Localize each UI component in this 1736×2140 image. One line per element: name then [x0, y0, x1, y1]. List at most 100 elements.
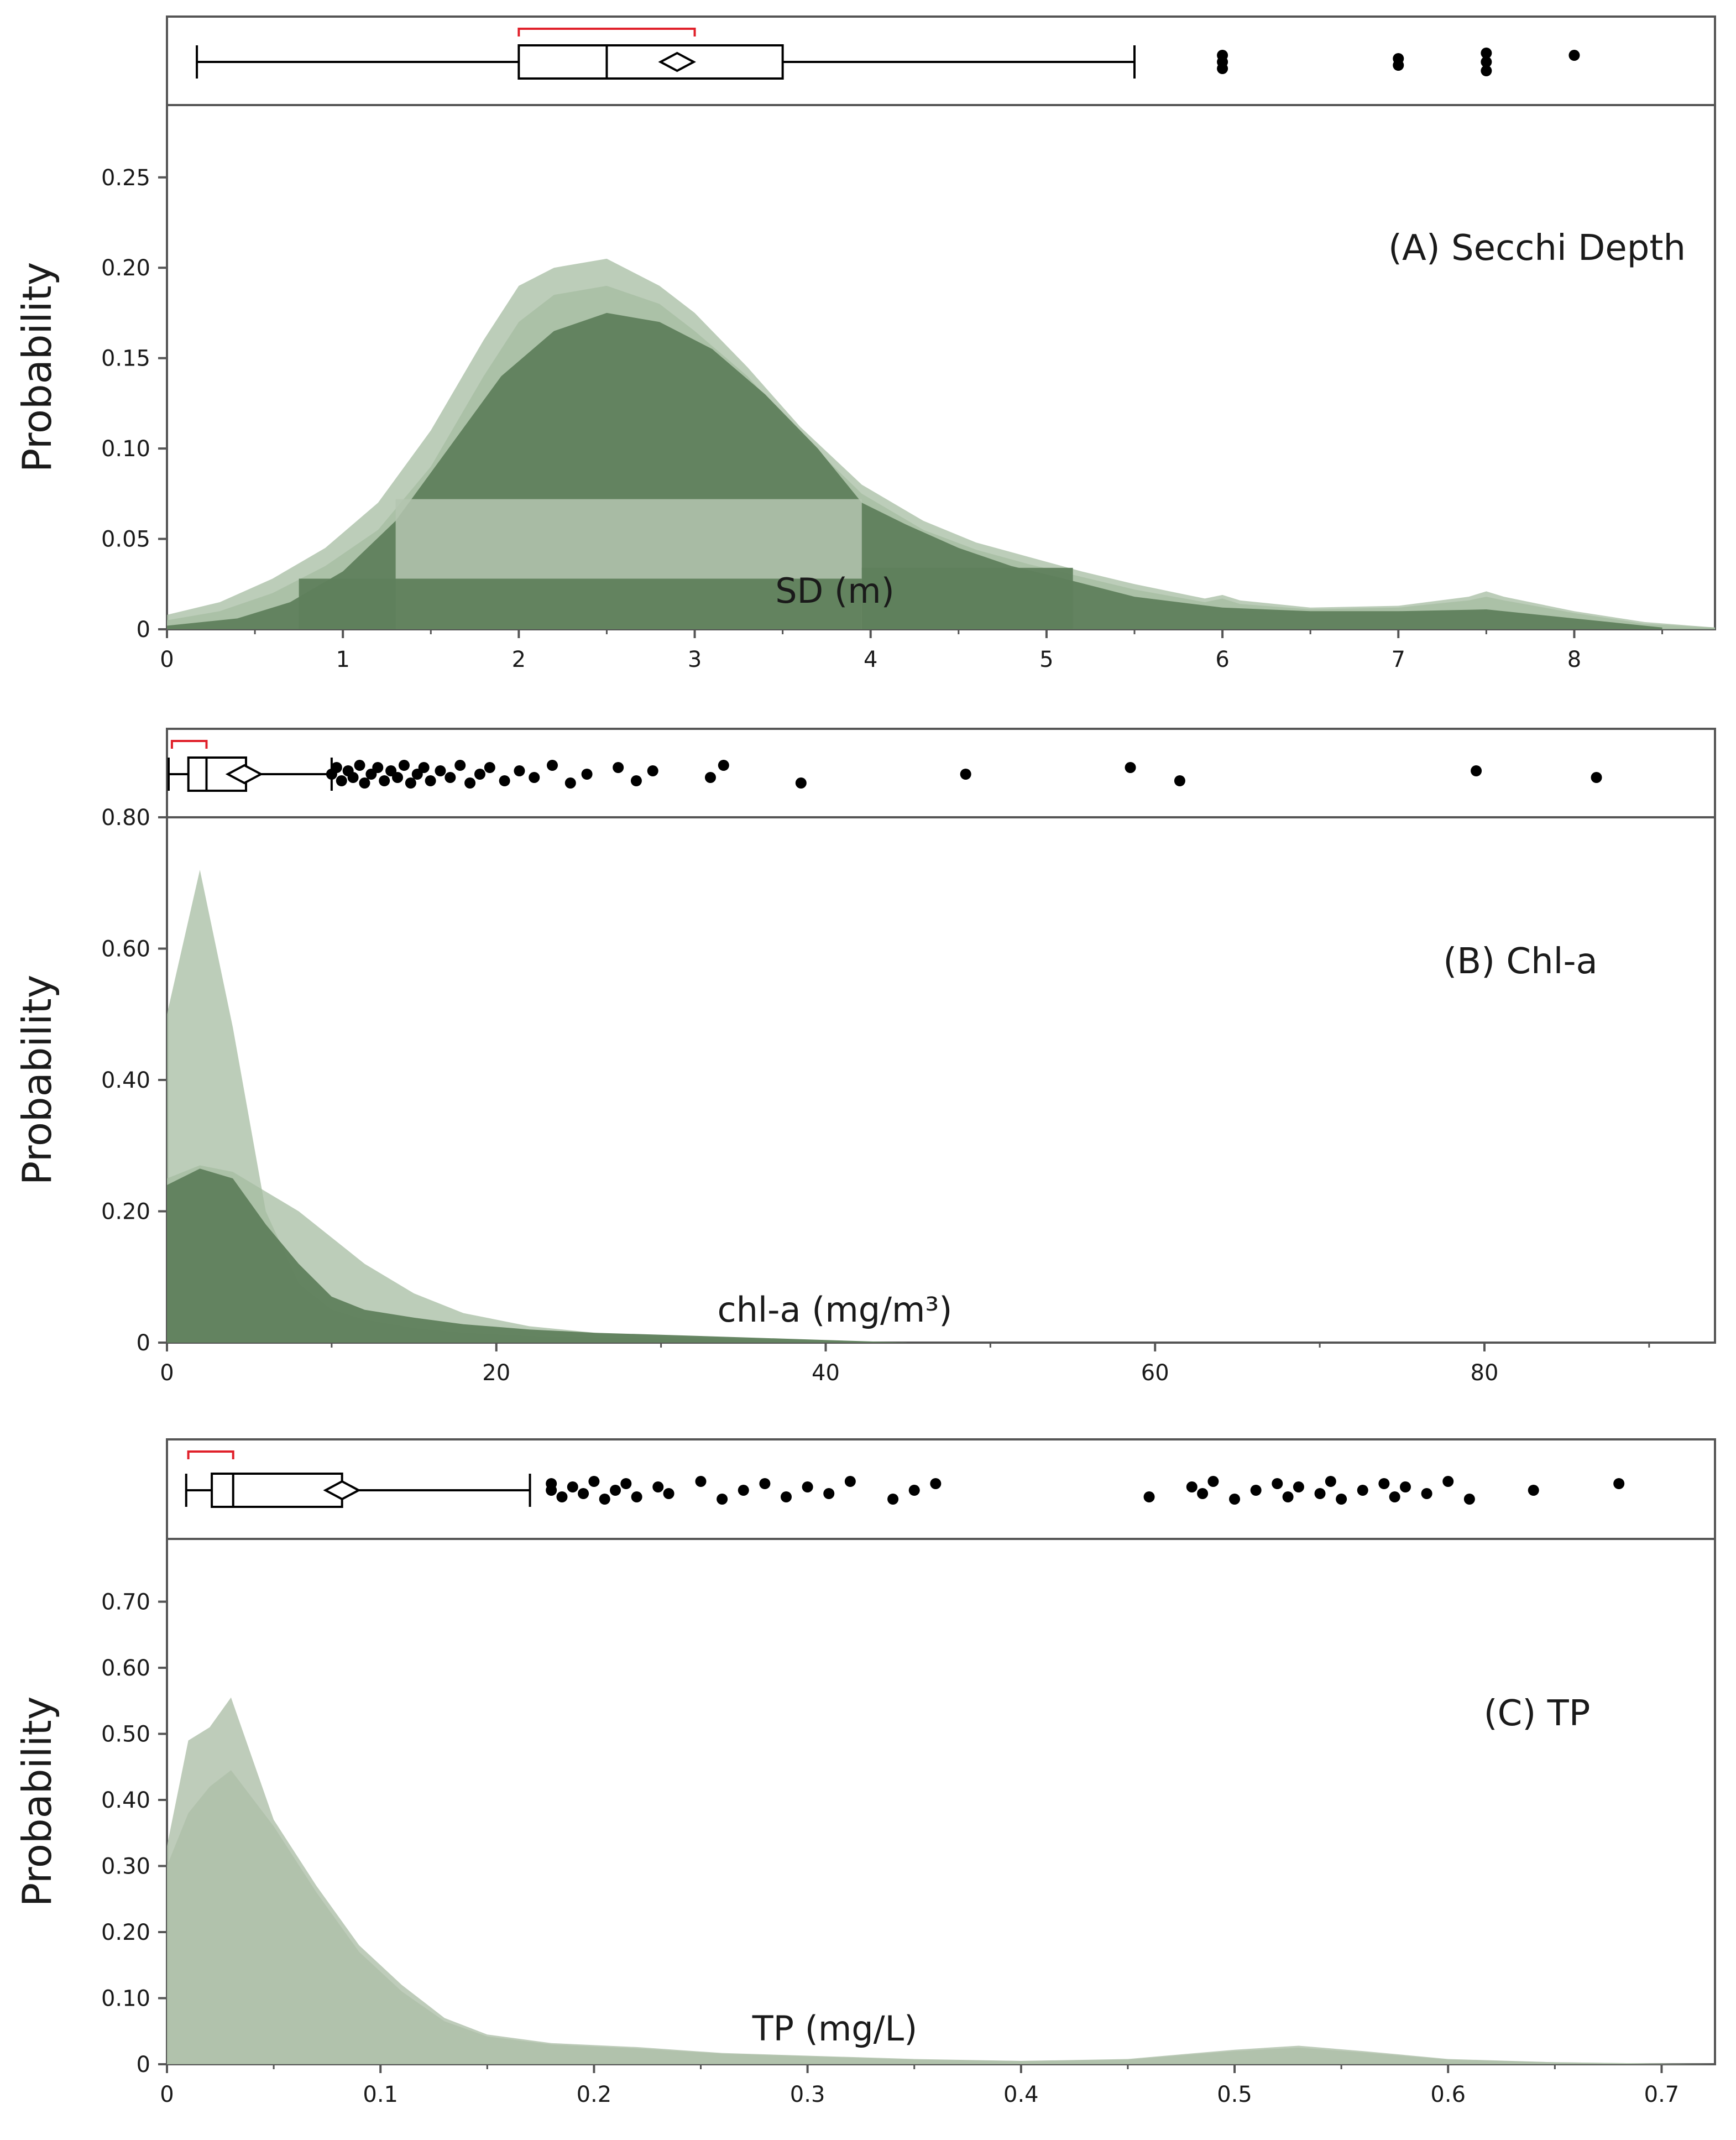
- boxplot-outlier: [1207, 1476, 1219, 1487]
- y-axis-label: Probability: [14, 1697, 60, 1907]
- boxplot-outlier: [620, 1478, 632, 1489]
- boxplot-outlier: [354, 760, 365, 771]
- y-tick-label: 0.40: [101, 1788, 150, 1813]
- x-tick-label: 0.1: [363, 2082, 398, 2107]
- x-tick-label: 80: [1471, 1360, 1499, 1386]
- x-tick-label: 5: [1039, 647, 1053, 672]
- boxplot: [185, 1450, 1625, 1508]
- boxplot-outlier: [499, 775, 510, 786]
- x-tick-label: 7: [1392, 647, 1405, 672]
- boxplot-outlier: [599, 1494, 610, 1505]
- boxplot-outlier: [1250, 1485, 1262, 1496]
- boxplot-outlier: [1229, 1494, 1241, 1505]
- boxplot-outlier: [647, 765, 658, 776]
- boxplot-outlier: [717, 1494, 728, 1505]
- boxplot-outlier: [759, 1478, 771, 1489]
- boxplot-outlier: [1442, 1476, 1454, 1487]
- boxplot-outlier: [546, 1478, 557, 1489]
- density-layers: [167, 258, 1715, 629]
- boxplot-outlier: [1613, 1478, 1625, 1489]
- boxplot-mean-diamond: [323, 1480, 361, 1501]
- boxplot-outlier: [781, 1491, 792, 1502]
- density-layers: [167, 870, 908, 1343]
- boxplot-outlier: [652, 1481, 664, 1492]
- boxplot-outlier: [908, 1485, 920, 1496]
- boxplot-outlier: [1293, 1481, 1304, 1492]
- density-area-2: [167, 1770, 1715, 2064]
- boxplot-outlier: [1378, 1478, 1390, 1489]
- boxplot-outlier: [610, 1485, 621, 1496]
- panel-title: (C) TP: [1484, 1693, 1591, 1734]
- boxplot: [196, 28, 1580, 80]
- boxplot-outlier: [823, 1488, 835, 1499]
- panel-c: 0 0.1 0.2 0.3 0.4 0.5 0.6 0.700.100.200.300.400…: [14, 1438, 1716, 2107]
- boxplot-outlier: [1143, 1491, 1155, 1502]
- y-tick-label: 0.20: [101, 1920, 150, 1945]
- boxplot-outlier: [556, 1491, 568, 1502]
- boxplot-outlier: [1463, 1494, 1475, 1505]
- boxplot-outlier: [392, 772, 404, 783]
- y-tick-label: 0: [137, 617, 150, 643]
- y-tick-label: 0.10: [101, 1986, 150, 2012]
- y-tick-label: 0.70: [101, 1590, 150, 1615]
- boxplot-outlier: [372, 762, 384, 773]
- x-tick-label: 2: [512, 647, 526, 672]
- boxplot-outlier: [1528, 1485, 1539, 1496]
- boxplot-outlier: [484, 762, 495, 773]
- boxplot-outlier: [1282, 1491, 1294, 1502]
- y-tick-label: 0.60: [101, 937, 150, 962]
- boxplot-outlier: [1421, 1488, 1432, 1499]
- boxplot-outlier: [802, 1481, 813, 1492]
- boxplot-outlier: [844, 1476, 856, 1487]
- x-axis-label: TP (mg/L): [752, 2008, 918, 2049]
- boxplot-outlier: [464, 777, 476, 789]
- boxplot-outlier: [738, 1485, 749, 1496]
- y-tick-label: 0: [137, 2052, 150, 2078]
- y-tick-label: 0.40: [101, 1068, 150, 1093]
- boxplot-outlier: [547, 760, 558, 771]
- x-tick-label: 8: [1567, 647, 1581, 672]
- boxplot-outlier: [379, 775, 390, 786]
- boxplot-outlier: [795, 777, 807, 789]
- boxplot-box: [211, 1473, 343, 1508]
- boxplot-outlier: [1186, 1481, 1198, 1492]
- boxplot-shortest-half-bracket: [517, 28, 696, 36]
- boxplot-outlier: [695, 1476, 707, 1487]
- boxplot-outlier: [1400, 1481, 1411, 1492]
- panel-title: (A) Secchi Depth: [1388, 228, 1686, 269]
- x-tick-label: 0: [160, 1360, 174, 1386]
- panel-a: 0 1 2 3 4 5 6 7 8 0 0.05 0.10 0.15 0.20 0.25 (A) Secchi…: [14, 15, 1716, 672]
- boxplot-outlier: [1393, 60, 1404, 71]
- boxplot-outlier: [445, 772, 456, 783]
- boxplot-outlier: [1197, 1488, 1209, 1499]
- boxplot-outlier: [1272, 1478, 1283, 1489]
- x-tick-label: 60: [1141, 1360, 1169, 1386]
- x-tick-label: 40: [812, 1360, 840, 1386]
- density-layers: [167, 1697, 1715, 2064]
- boxplot-outlier: [630, 775, 642, 786]
- boxplot-outlier: [581, 769, 593, 780]
- y-axis-label: Probability: [14, 975, 60, 1186]
- x-axis-label: chl-a (mg/m³): [718, 1290, 953, 1330]
- boxplot-outlier: [331, 762, 342, 773]
- x-tick-label: 20: [482, 1360, 510, 1386]
- boxplot-outlier: [1481, 65, 1492, 76]
- boxplot-outlier: [1125, 762, 1136, 773]
- boxplot-outlier: [1481, 48, 1492, 59]
- boxplot-outlier: [564, 777, 576, 789]
- x-tick-label: 0.7: [1644, 2082, 1680, 2107]
- boxplot-outlier: [336, 775, 347, 786]
- boxplot-outlier: [474, 769, 485, 780]
- boxplot-outlier: [1389, 1491, 1400, 1502]
- x-tick-label: 4: [864, 647, 877, 672]
- boxplot-shortest-half-bracket: [187, 1450, 234, 1459]
- boxplot-outlier: [529, 772, 540, 783]
- y-tick-label: 0: [137, 1330, 150, 1356]
- boxplot-outlier: [960, 769, 971, 780]
- y-tick-label: 0.05: [101, 527, 150, 552]
- density-area-3: [167, 1168, 908, 1343]
- x-tick-label: 3: [688, 647, 702, 672]
- y-tick-label: 0.30: [101, 1854, 150, 1880]
- boxplot-outlier: [1591, 772, 1602, 783]
- boxplot-outlier: [1336, 1494, 1347, 1505]
